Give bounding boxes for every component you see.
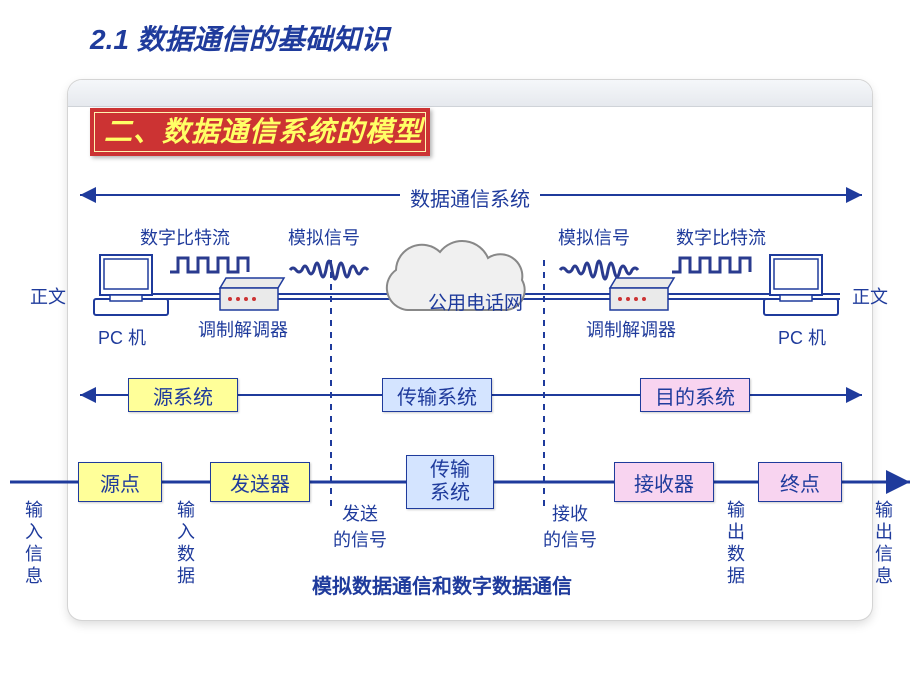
box-sender: 发送器 (210, 462, 310, 502)
box-trans: 传输 系统 (406, 455, 494, 509)
cloud-label: 公用电话网 (428, 288, 523, 315)
top-arrow-label: 数据通信系统 (410, 183, 530, 212)
label-analog-left: 模拟信号 (288, 224, 360, 250)
label-recv-sig: 接收的信号 (540, 500, 600, 552)
box-receiver: 接收器 (614, 462, 714, 502)
vlabel-out: 输出信息 (870, 500, 896, 588)
recv-sig-text: 接收的信号 (543, 504, 597, 550)
side-text-left: 正文 (30, 283, 66, 309)
box-trans-line2: 系统 (430, 482, 470, 505)
vlabel-in-data: 输入数据 (172, 500, 198, 588)
box-transmit-system: 传输系统 (382, 378, 492, 412)
label-digital-right: 数字比特流 (676, 224, 766, 250)
label-analog-right: 模拟信号 (558, 224, 630, 250)
label-modem-right: 调制解调器 (586, 316, 676, 342)
send-sig-text: 发送的信号 (333, 504, 387, 550)
label-modem-left: 调制解调器 (198, 316, 288, 342)
box-trans-line1: 传输 (430, 459, 470, 482)
box-endpoint: 终点 (758, 462, 842, 502)
bottom-caption: 模拟数据通信和数字数据通信 (312, 570, 572, 599)
box-origin: 源点 (78, 462, 162, 502)
box-source-system: 源系统 (128, 378, 238, 412)
label-digital-left: 数字比特流 (140, 224, 230, 250)
label-send-sig: 发送的信号 (330, 500, 390, 552)
label-pc-right: PC 机 (778, 324, 826, 350)
side-text-right: 正文 (852, 283, 888, 309)
box-dest-system: 目的系统 (640, 378, 750, 412)
vlabel-out-data: 输出数据 (722, 500, 748, 588)
label-pc-left: PC 机 (98, 324, 146, 350)
vlabel-in: 输入信息 (20, 500, 46, 588)
